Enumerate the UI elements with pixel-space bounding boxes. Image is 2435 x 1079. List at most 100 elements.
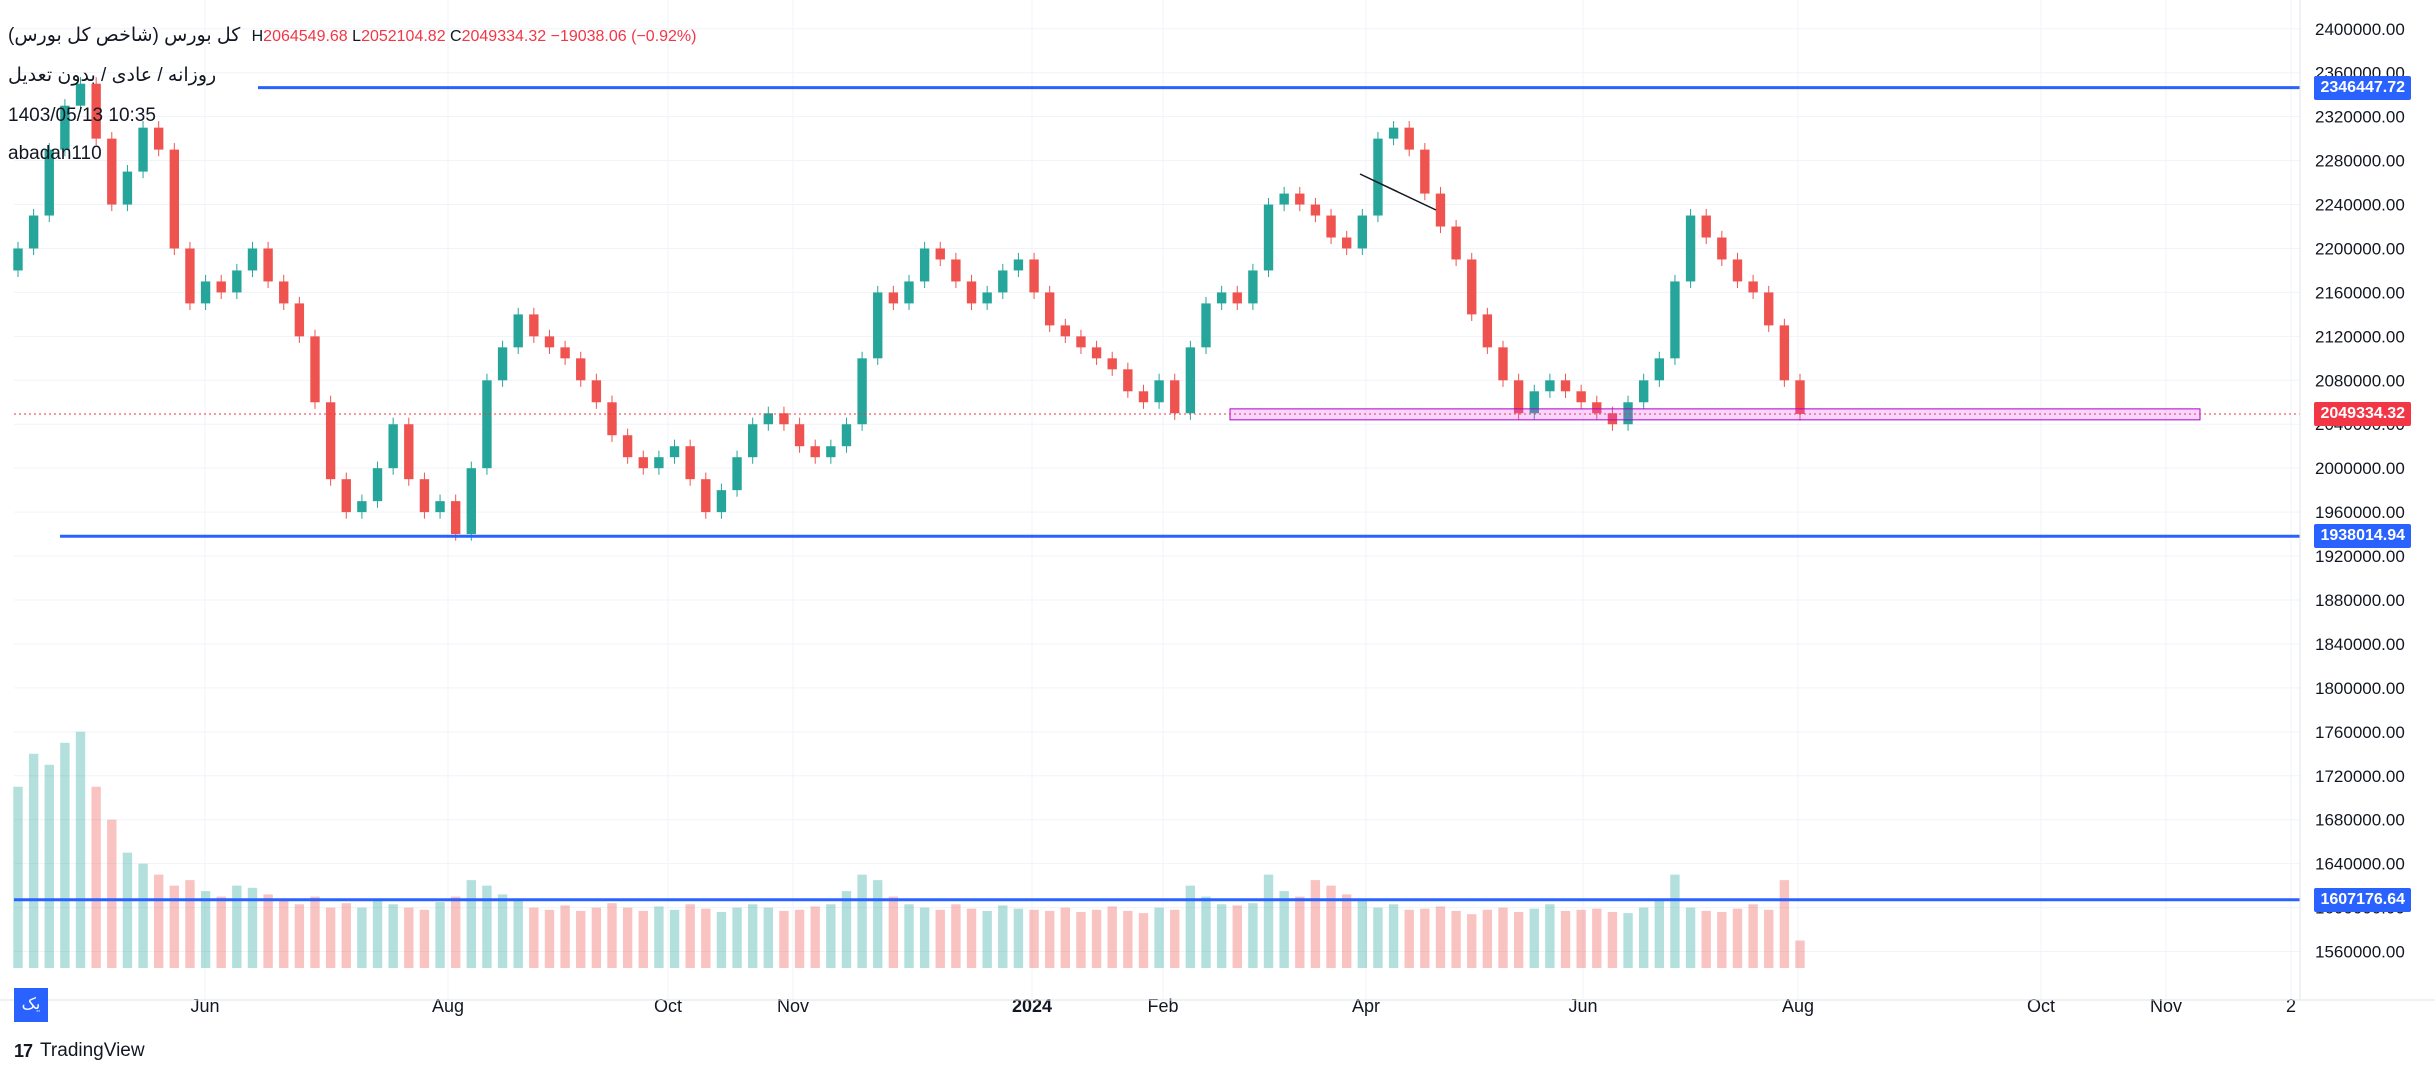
volume-bar <box>28 753 39 968</box>
volume-bar <box>1170 909 1180 968</box>
candle-body <box>1123 369 1133 392</box>
x-tick-label: Apr <box>1352 996 1380 1016</box>
volume-bar <box>1623 913 1633 968</box>
volume-bar <box>1467 914 1477 968</box>
x-tick-label: Feb <box>1147 996 1178 1016</box>
volume-bar <box>810 906 820 968</box>
tradingview-brand: TradingView <box>40 1040 145 1061</box>
volume-bar <box>200 891 211 968</box>
volume-bar <box>1154 907 1164 968</box>
volume-bar <box>1373 907 1383 968</box>
volume-bar <box>1123 910 1133 968</box>
volume-bar <box>1779 880 1790 968</box>
candle-body <box>654 457 664 469</box>
volume-bar <box>232 885 242 968</box>
volume-bar <box>1764 909 1774 968</box>
candle-body <box>75 83 86 106</box>
volume-bar <box>919 907 930 968</box>
volume-bar <box>669 909 680 968</box>
candle-body <box>1654 358 1665 381</box>
volume-bar <box>544 909 555 968</box>
candle-body <box>1545 380 1555 392</box>
volume-bar <box>1263 874 1274 968</box>
volume-bar <box>1670 874 1680 968</box>
y-tick-label: 1920000.00 <box>2315 547 2405 566</box>
timezone-button[interactable]: یک <box>14 988 48 1022</box>
volume-bar <box>576 910 586 968</box>
y-tick-label: 1720000.00 <box>2315 767 2405 786</box>
volume-bar <box>1654 900 1665 968</box>
volume-bar <box>1185 885 1196 968</box>
volume-bar <box>153 874 164 968</box>
candle-body <box>873 292 883 359</box>
volume-bar <box>185 880 195 968</box>
volume-bar <box>1044 910 1055 968</box>
candle-body <box>1420 149 1430 194</box>
candle-body <box>1701 215 1711 238</box>
candle-body <box>1607 413 1618 425</box>
volume-bar <box>497 894 508 968</box>
candle-body <box>1060 325 1071 337</box>
volume-bar <box>982 910 992 968</box>
volume-bar <box>888 896 899 968</box>
candle-body <box>341 479 351 513</box>
x-tick-label: 2 <box>2286 996 2296 1016</box>
tradingview-logo-icon: 17 <box>14 1040 33 1061</box>
y-tick-label: 1680000.00 <box>2315 811 2405 830</box>
volume-bar <box>216 896 226 968</box>
candle-body <box>419 479 430 513</box>
volume-bar <box>294 904 305 968</box>
volume-bar <box>685 904 695 968</box>
volume-bar <box>1420 908 1430 968</box>
y-tick-label: 1760000.00 <box>2315 723 2405 742</box>
volume-bar <box>1091 909 1102 968</box>
candle-body <box>638 457 648 469</box>
volume-bar <box>654 906 664 968</box>
x-tick-label: Oct <box>2027 996 2055 1016</box>
volume-bar <box>1685 907 1696 968</box>
candle-body <box>1341 237 1352 249</box>
volume-bar <box>450 896 461 968</box>
ohlc-values: H2064549.68 L2052104.82 C2049334.32 −190… <box>252 28 697 45</box>
volume-bar <box>1498 907 1508 968</box>
candle-body <box>794 424 805 447</box>
y-tick-label: 1880000.00 <box>2315 591 2405 610</box>
x-tick-label: Aug <box>1782 996 1814 1016</box>
y-tick-label: 2200000.00 <box>2315 239 2405 258</box>
candle-body <box>1670 281 1680 359</box>
volume-bar <box>1529 908 1539 968</box>
volume-bar <box>794 909 805 968</box>
tradingview-footer[interactable]: 17 TradingView <box>14 1040 145 1062</box>
candle-body <box>357 501 367 513</box>
volume-bar <box>1732 908 1743 968</box>
volume-bar <box>1560 910 1571 968</box>
candle-body <box>1638 380 1649 403</box>
volume-bar <box>1357 900 1368 968</box>
candle-body <box>1373 138 1383 216</box>
candle-body <box>607 402 617 436</box>
volume-bar <box>1513 911 1524 968</box>
volume-bar <box>857 874 867 968</box>
volume-bar <box>1717 911 1727 968</box>
volume-bar <box>263 894 273 968</box>
change-value: −19038.06 (−0.92%) <box>550 28 697 45</box>
candle-body <box>1357 215 1368 249</box>
candle-body <box>716 490 727 513</box>
candle-body <box>1482 314 1493 348</box>
y-tick-label: 2240000.00 <box>2315 196 2405 215</box>
volume-bar <box>1388 904 1399 968</box>
candle-body <box>888 292 899 304</box>
y-tick-label: 1840000.00 <box>2315 635 2405 654</box>
candle-body <box>325 402 336 480</box>
candle-body <box>1170 380 1180 414</box>
candle-body <box>1201 303 1211 348</box>
candle-body <box>1154 380 1164 403</box>
candle-body <box>216 281 226 293</box>
volume-bars <box>13 731 1805 968</box>
volume-bar <box>591 907 602 968</box>
candle-body <box>404 424 414 480</box>
candle-body <box>169 149 180 249</box>
y-tick-label: 1800000.00 <box>2315 679 2405 698</box>
volume-bar <box>513 900 523 968</box>
